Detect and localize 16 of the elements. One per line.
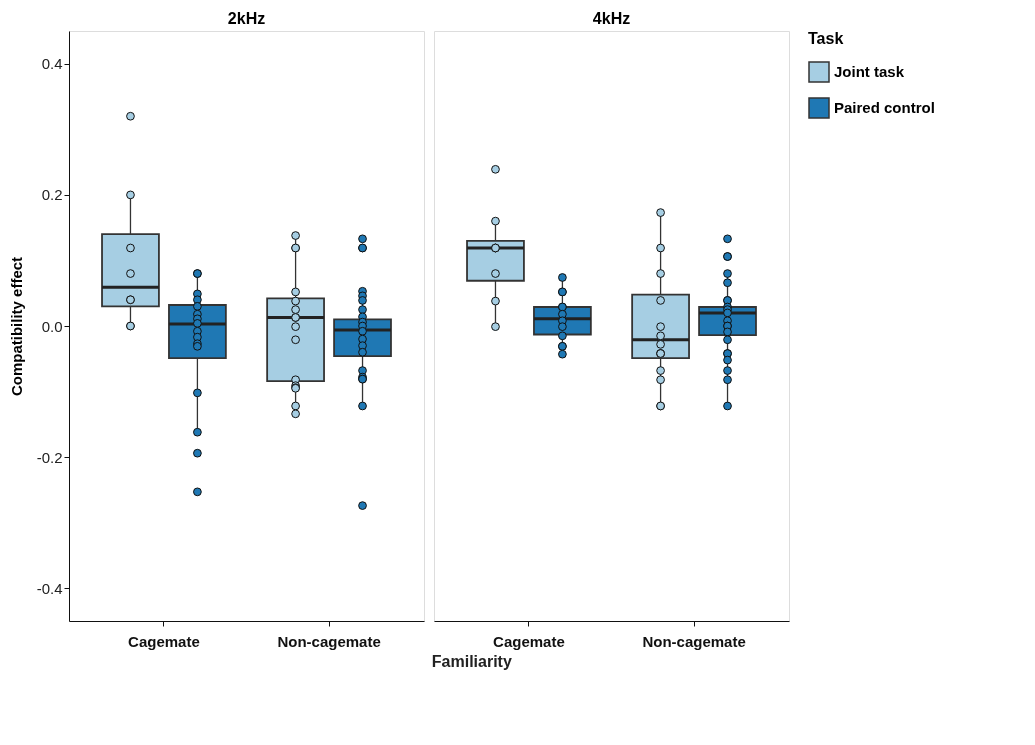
chart-title: 2kHz bbox=[227, 10, 266, 27]
x-axis-title: Familiarity bbox=[431, 652, 512, 670]
x-tick-label: Cagemate bbox=[493, 632, 565, 650]
y-tick-label: 0.2 bbox=[41, 186, 63, 204]
y-tick-label: 0.4 bbox=[41, 55, 63, 73]
chart-title: 4kHz bbox=[592, 10, 631, 27]
y-tick-label: -0.2 bbox=[36, 448, 63, 466]
legend-title: Task bbox=[808, 30, 844, 47]
x-tick-label: Cagemate bbox=[128, 632, 200, 650]
legend-label: Joint task bbox=[834, 63, 905, 80]
legend-label: Paired control bbox=[834, 99, 935, 116]
y-tick-label: 0.0 bbox=[41, 317, 63, 335]
y-tick-label: -0.4 bbox=[36, 579, 63, 597]
x-tick-label: Non-cagemate bbox=[642, 632, 746, 650]
y-axis-title: Compatibility effect bbox=[7, 256, 25, 397]
x-tick-label: Non-cagemate bbox=[277, 632, 381, 650]
